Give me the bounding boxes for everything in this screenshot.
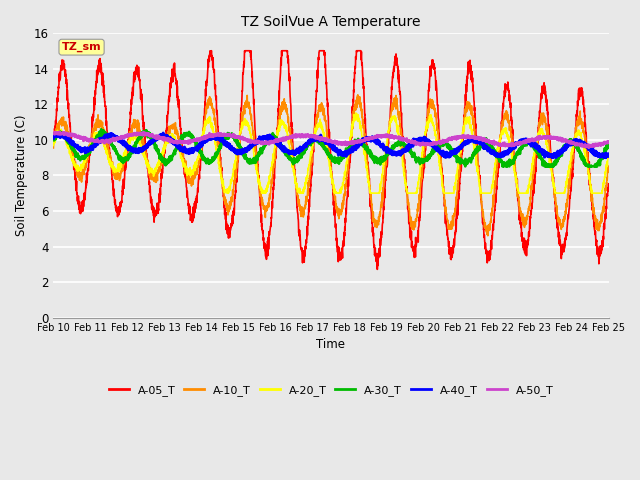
A-40_T — [605, 152, 612, 158]
A-10_T — [49, 145, 57, 151]
A-20_T — [534, 131, 542, 136]
Line: A-10_T: A-10_T — [53, 95, 609, 236]
A-10_T — [146, 166, 154, 172]
A-50_T — [49, 131, 57, 137]
Legend: A-05_T, A-10_T, A-20_T, A-30_T, A-40_T, A-50_T: A-05_T, A-10_T, A-20_T, A-30_T, A-40_T, … — [104, 380, 557, 400]
Title: TZ SoilVue A Temperature: TZ SoilVue A Temperature — [241, 15, 420, 29]
A-40_T — [54, 130, 62, 135]
A-20_T — [605, 151, 612, 156]
A-10_T — [262, 207, 270, 213]
A-20_T — [223, 190, 231, 196]
A-20_T — [287, 146, 294, 152]
A-20_T — [113, 168, 120, 173]
A-10_T — [594, 223, 602, 229]
Line: A-40_T: A-40_T — [53, 132, 609, 157]
A-30_T — [534, 149, 542, 155]
A-40_T — [262, 134, 270, 140]
Line: A-05_T: A-05_T — [53, 51, 609, 269]
A-20_T — [49, 143, 57, 148]
A-05_T — [605, 181, 612, 187]
Line: A-50_T: A-50_T — [53, 132, 609, 148]
Text: TZ_sm: TZ_sm — [61, 42, 101, 52]
A-40_T — [146, 141, 154, 147]
A-30_T — [461, 164, 469, 169]
A-05_T — [113, 206, 120, 212]
A-05_T — [287, 100, 294, 106]
A-50_T — [585, 145, 593, 151]
A-05_T — [146, 189, 154, 195]
A-30_T — [113, 150, 121, 156]
A-30_T — [594, 160, 602, 166]
A-30_T — [605, 144, 612, 149]
A-40_T — [49, 132, 57, 138]
A-50_T — [605, 138, 612, 144]
A-20_T — [594, 190, 602, 196]
A-20_T — [146, 167, 154, 172]
A-50_T — [56, 129, 63, 135]
A-10_T — [534, 131, 542, 136]
A-30_T — [287, 157, 294, 163]
A-10_T — [113, 176, 120, 182]
X-axis label: Time: Time — [316, 338, 346, 351]
A-05_T — [206, 48, 214, 54]
A-05_T — [262, 256, 270, 262]
A-50_T — [146, 132, 154, 138]
Line: A-30_T: A-30_T — [53, 129, 609, 167]
Line: A-20_T: A-20_T — [53, 113, 609, 193]
A-05_T — [49, 139, 57, 144]
A-40_T — [594, 153, 602, 159]
A-50_T — [594, 142, 602, 148]
A-05_T — [594, 246, 602, 252]
A-10_T — [354, 92, 362, 98]
A-20_T — [262, 186, 270, 192]
A-40_T — [287, 150, 294, 156]
A-50_T — [113, 135, 121, 141]
A-50_T — [534, 135, 542, 141]
A-30_T — [97, 126, 105, 132]
A-30_T — [146, 131, 154, 136]
A-40_T — [113, 134, 121, 140]
A-30_T — [49, 134, 57, 140]
A-20_T — [352, 110, 360, 116]
A-50_T — [262, 139, 270, 145]
A-30_T — [262, 140, 270, 146]
A-40_T — [548, 155, 556, 160]
A-40_T — [534, 144, 542, 150]
Y-axis label: Soil Temperature (C): Soil Temperature (C) — [15, 115, 28, 236]
A-05_T — [534, 125, 542, 131]
A-10_T — [287, 126, 294, 132]
A-50_T — [287, 134, 294, 140]
A-10_T — [605, 166, 612, 171]
A-10_T — [484, 233, 492, 239]
A-05_T — [374, 266, 381, 272]
